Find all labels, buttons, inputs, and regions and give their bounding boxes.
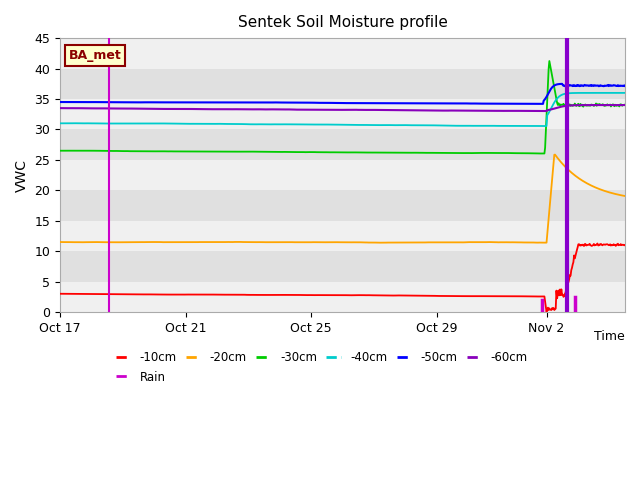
Y-axis label: VWC: VWC xyxy=(15,158,29,192)
Bar xyxy=(60,282,625,312)
Bar xyxy=(60,190,625,221)
Bar xyxy=(60,251,625,282)
Bar xyxy=(60,38,625,69)
Bar xyxy=(60,221,625,251)
Text: BA_met: BA_met xyxy=(68,49,122,62)
Title: Sentek Soil Moisture profile: Sentek Soil Moisture profile xyxy=(237,15,447,30)
Bar xyxy=(60,130,625,160)
Bar xyxy=(60,99,625,130)
Bar xyxy=(60,160,625,190)
Text: Time: Time xyxy=(595,330,625,343)
Bar xyxy=(60,69,625,99)
Legend: Rain: Rain xyxy=(111,366,170,388)
